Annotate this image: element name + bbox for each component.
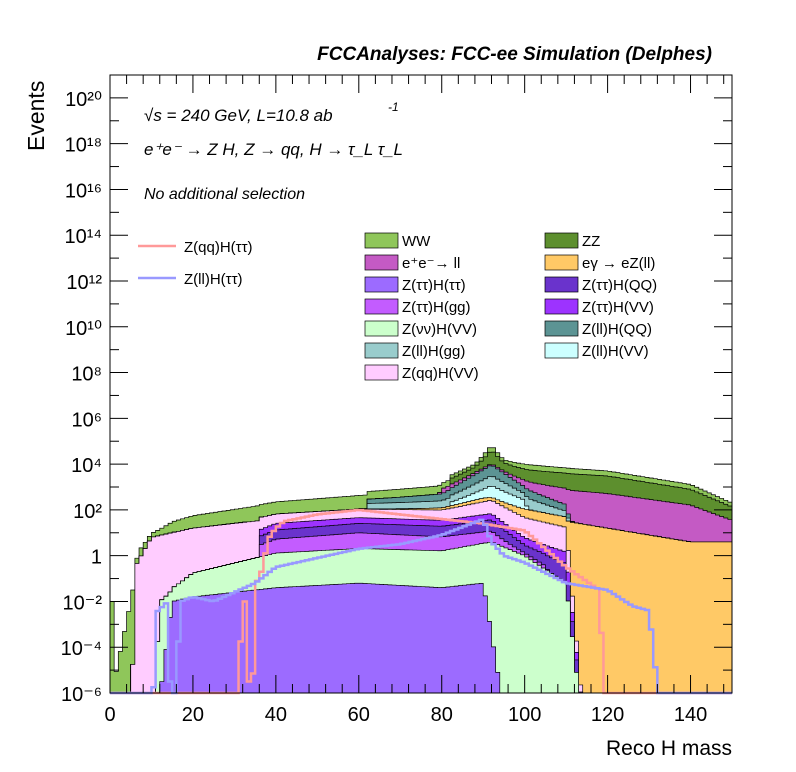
legend-label: Z(qq)H(ττ) (184, 239, 253, 256)
svg-text:-1: -1 (388, 100, 399, 114)
legend-label: Z(ττ)H(ττ) (402, 277, 466, 294)
legend-swatch-z-ll-h-vv (544, 342, 579, 359)
chart-title: FCCAnalyses: FCC-ee Simulation (Delphes) (317, 44, 712, 65)
legend-swatch-z-h-qq (544, 276, 579, 293)
y-axis-label: Events (23, 81, 49, 151)
y-tick-label: 10¹⁸ (65, 135, 102, 157)
annotation-process: e⁺e⁻ → Z H, Z → qq, H → τ_L τ_L (144, 140, 403, 159)
x-tick-label: 40 (265, 704, 287, 726)
legend-label: Z(ττ)H(QQ) (582, 277, 657, 294)
legend-swatch-z-ll-h-gg (364, 342, 399, 359)
legend-swatch-z-h (364, 276, 399, 293)
legend-label: Z(qq)H(VV) (402, 365, 479, 382)
y-tick-label: 10¹⁴ (65, 226, 103, 248)
legend: Z(qq)H(ττ) Z(ll)H(ττ) WW ZZ e⁺e⁻→ ll eγ → eZ(… (138, 232, 657, 382)
legend-swatch-e-ez-ll (544, 254, 579, 271)
x-tick-label: 20 (182, 704, 204, 726)
signal-line-z-qq-h (110, 508, 732, 695)
legend-swatch-z-h-vv (364, 320, 399, 337)
x-tick-label: 100 (508, 704, 541, 726)
y-tick-label: 10²⁰ (65, 89, 102, 111)
legend-swatch-z-h-vv (544, 298, 579, 315)
legend-label: Z(ll)H(ττ) (184, 271, 243, 288)
y-tick-label: 10⁻² (63, 592, 103, 614)
annotation-energy: √s = 240 GeV, L=10.8 ab -1 (144, 100, 399, 125)
annotation-selection: No additional selection (144, 186, 305, 203)
signal-line-z-ll-h (110, 518, 732, 695)
legend-swatch-z-ll-h-qq (544, 320, 579, 337)
legend-label: Z(νν)H(VV) (402, 321, 477, 338)
signal-histograms (110, 508, 732, 695)
y-tick-label: 10¹² (66, 272, 102, 294)
x-tick-label: 140 (674, 704, 707, 726)
y-tick-label: 10² (73, 501, 102, 523)
legend-label: WW (402, 233, 431, 250)
axis-ticks: 0 20 40 60 80 100 120 140 10⁻⁶ 10⁻⁴ 10⁻² 1 10² 10⁴ 10⁶… (61, 74, 732, 726)
legend-label: Z(ττ)H(VV) (582, 299, 654, 316)
x-tick-label: 0 (104, 704, 115, 726)
legend-swatch-z-h-gg (364, 298, 399, 315)
x-tick-label: 80 (431, 704, 453, 726)
svg-text:√s = 240 GeV, L=10.8 ab: √s = 240 GeV, L=10.8 ab (144, 106, 333, 125)
legend-label: Z(ll)H(QQ) (582, 321, 652, 338)
x-axis-label: Reco H mass (606, 737, 732, 760)
x-tick-label: 60 (348, 704, 370, 726)
legend-label: Z(ττ)H(gg) (402, 299, 471, 316)
y-tick-label: 10⁻⁶ (61, 684, 102, 706)
x-tick-label: 120 (591, 704, 624, 726)
y-tick-label: 10⁸ (71, 364, 102, 386)
y-tick-label: 10⁴ (71, 455, 102, 477)
legend-label: Z(ll)H(gg) (402, 343, 465, 360)
y-tick-label: 10¹⁰ (65, 318, 102, 340)
legend-swatch-zz (544, 232, 579, 249)
y-tick-label: 1 (91, 547, 102, 569)
legend-label: ZZ (582, 233, 600, 250)
y-tick-label: 10⁶ (72, 409, 102, 431)
legend-swatch-e-e-ll (364, 254, 399, 271)
stacked-histograms (109, 447, 733, 694)
legend-swatch-ww (364, 232, 399, 249)
y-tick-label: 10⁻⁴ (61, 638, 102, 660)
plot-frame (109, 74, 733, 694)
legend-label: e⁺e⁻→ ll (402, 255, 460, 272)
legend-label: Z(ll)H(VV) (582, 343, 649, 360)
y-tick-label: 10¹⁶ (65, 180, 102, 202)
legend-label: eγ → eZ(ll) (582, 255, 655, 272)
legend-swatch-z-qq-h-vv (364, 364, 399, 381)
